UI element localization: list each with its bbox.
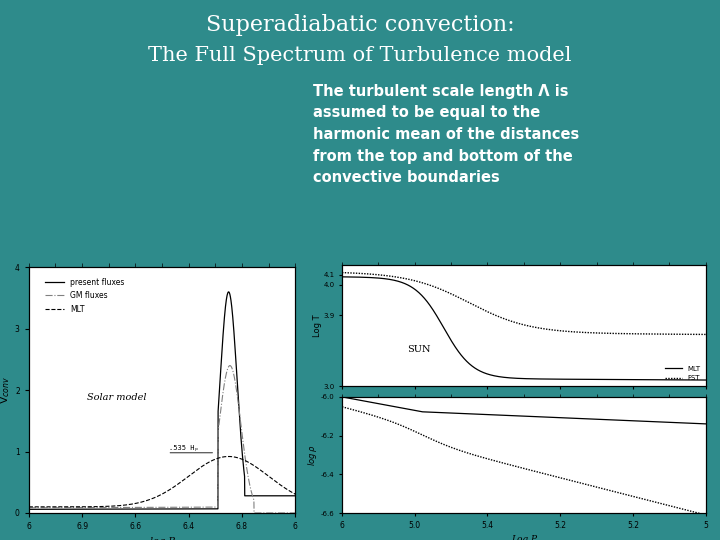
Text: The Full Spectrum of Turbulence model: The Full Spectrum of Turbulence model <box>148 46 572 65</box>
MLT <box>24 504 33 510</box>
present fluxes <box>138 506 147 512</box>
present fluxes <box>127 506 135 512</box>
present fluxes <box>71 506 79 512</box>
present fluxes <box>286 492 294 499</box>
MLT <box>286 488 294 495</box>
Text: Solar model: Solar model <box>87 393 147 402</box>
Text: The turbulent scale length Λ is
assumed to be equal to the
harmonic mean of the : The turbulent scale length Λ is assumed … <box>313 84 580 185</box>
GM fluxes <box>286 510 294 516</box>
GM fluxes <box>250 510 258 516</box>
Legend: present fluxes, GM fluxes, MLT: present fluxes, GM fluxes, MLT <box>43 276 126 315</box>
present fluxes <box>55 506 63 512</box>
GM fluxes <box>127 504 135 511</box>
Legend: MLT, FST: MLT, FST <box>663 364 702 383</box>
X-axis label: log P: log P <box>150 537 174 540</box>
GM fluxes <box>24 504 33 511</box>
Line: MLT: MLT <box>29 456 295 507</box>
Y-axis label: $\nabla_{conv}$: $\nabla_{conv}$ <box>0 376 12 404</box>
MLT <box>291 491 300 497</box>
Line: GM fluxes: GM fluxes <box>29 366 295 513</box>
MLT <box>138 498 147 505</box>
present fluxes <box>257 492 266 499</box>
present fluxes <box>224 289 233 295</box>
GM fluxes <box>55 504 63 511</box>
MLT <box>127 501 135 508</box>
GM fluxes <box>71 504 79 511</box>
Y-axis label: $log\,\rho$: $log\,\rho$ <box>306 444 319 465</box>
MLT <box>224 453 233 460</box>
GM fluxes <box>138 504 147 511</box>
MLT <box>71 504 79 510</box>
X-axis label: Log P: Log P <box>510 535 537 540</box>
GM fluxes <box>257 510 266 516</box>
Line: present fluxes: present fluxes <box>29 292 295 509</box>
Text: .535 Hₚ: .535 Hₚ <box>168 446 199 451</box>
MLT <box>55 504 63 510</box>
present fluxes <box>24 506 33 512</box>
present fluxes <box>291 492 300 499</box>
Y-axis label: Log T: Log T <box>312 314 322 336</box>
Text: Superadiabatic convection:: Superadiabatic convection: <box>206 14 514 36</box>
MLT <box>257 468 266 474</box>
GM fluxes <box>225 362 234 369</box>
Text: SUN: SUN <box>408 345 431 354</box>
GM fluxes <box>291 510 300 516</box>
